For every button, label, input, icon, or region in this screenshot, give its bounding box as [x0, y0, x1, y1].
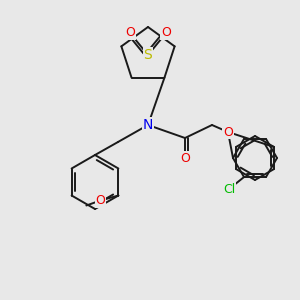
Text: Cl: Cl [223, 183, 235, 196]
Text: S: S [144, 48, 152, 62]
Text: O: O [180, 152, 190, 164]
Text: O: O [161, 26, 171, 40]
Text: O: O [223, 125, 233, 139]
Text: O: O [125, 26, 135, 40]
Text: O: O [95, 194, 105, 207]
Text: N: N [143, 118, 153, 132]
